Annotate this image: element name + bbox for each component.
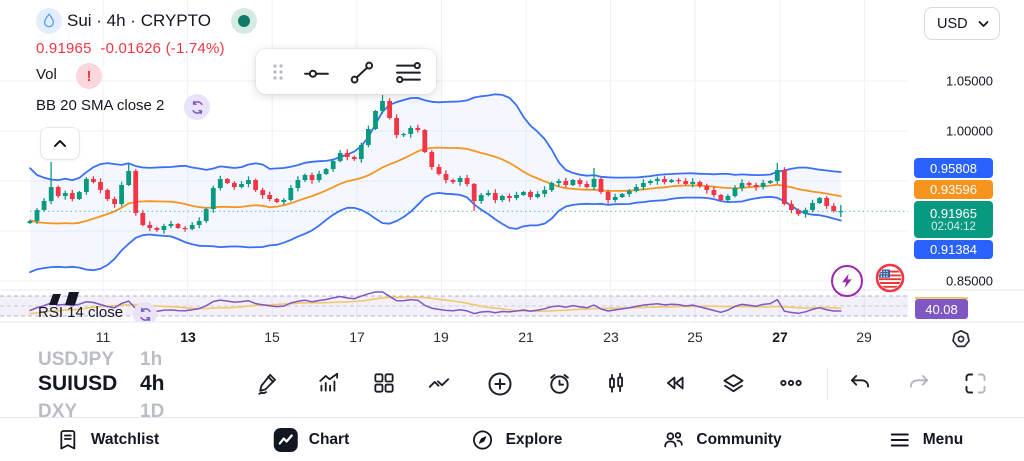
nav-item-chart[interactable]: Chart	[273, 427, 349, 453]
horizontal-line-tool[interactable]	[300, 57, 330, 87]
time-axis-label: 13	[180, 329, 196, 345]
price-change: -0.01626	[100, 40, 162, 57]
vol-warning-icon[interactable]: !	[76, 63, 102, 89]
bb-loading-icon[interactable]	[184, 94, 210, 120]
time-axis-label: 15	[264, 329, 280, 345]
collapse-legend-button[interactable]	[40, 127, 80, 160]
patterns-icon[interactable]	[426, 370, 456, 400]
lightning-bolt-icon	[842, 273, 852, 288]
picker-interval-4h[interactable]: 4h	[140, 372, 165, 395]
toolbar-divider	[827, 368, 828, 400]
picker-symbol-usdjpy[interactable]: USDJPY	[38, 351, 115, 370]
price-change-row: 0.91965 -0.01626 (-1.74%)	[36, 40, 225, 57]
nav-label: Chart	[308, 431, 350, 448]
community-icon	[660, 427, 686, 453]
replay-icon[interactable]	[662, 370, 692, 400]
instant-trading-icon[interactable]	[831, 265, 863, 297]
layers-icon[interactable]	[720, 370, 750, 400]
nav-item-community[interactable]: Community	[660, 427, 782, 453]
explore-icon	[470, 427, 496, 453]
rsi-indicator-label[interactable]: RSI 14 close	[38, 304, 124, 321]
rsi-legend-clip: RSI 14 close	[0, 291, 400, 322]
last-price: 0.91965	[36, 40, 92, 57]
chevron-down-icon	[978, 20, 989, 27]
candles-icon[interactable]	[603, 370, 633, 400]
vol-indicator-label[interactable]: Vol	[36, 66, 57, 83]
nav-label: Watchlist	[90, 431, 160, 448]
layout-grid-icon[interactable]	[371, 370, 401, 400]
picker-interval-1h[interactable]: 1h	[140, 351, 163, 370]
time-axis-label: 23	[603, 329, 619, 345]
nav-item-explore[interactable]: Explore	[470, 427, 563, 453]
time-axis-label: 29	[856, 329, 872, 345]
add-icon[interactable]	[486, 370, 516, 400]
draw-icon[interactable]	[255, 370, 285, 400]
chevron-up-icon	[54, 139, 66, 147]
watchlist-icon	[55, 427, 81, 453]
picker-interval-1d[interactable]: 1D	[140, 401, 165, 417]
time-axis-label: 17	[349, 329, 365, 345]
floating-drawing-toolbar	[256, 49, 436, 94]
time-axis-label: 27	[772, 329, 788, 345]
time-axis[interactable]: 11 13 15 17 19 21 23 25 27 29	[0, 322, 1024, 352]
chart-icon	[273, 427, 299, 453]
nav-label: Explore	[505, 431, 563, 448]
currency-selector[interactable]: USD	[924, 7, 1000, 40]
picker-symbol-suiusd[interactable]: SUIUSD	[38, 372, 118, 395]
symbol-title[interactable]: Sui · 4h · CRYPTO	[67, 11, 211, 30]
bb-indicator-label[interactable]: BB 20 SMA close 2	[36, 97, 165, 114]
redo-icon	[906, 370, 936, 400]
fib-retracement-tool[interactable]	[392, 57, 422, 87]
currency-label: USD	[937, 15, 968, 32]
market-status-icon	[231, 8, 257, 34]
menu-icon	[887, 427, 913, 453]
bottom-navigation: Watchlist Chart Explore Community Menu	[0, 417, 1024, 461]
alert-icon[interactable]	[546, 370, 576, 400]
axis-settings-icon[interactable]	[949, 327, 973, 351]
nav-label: Menu	[922, 431, 964, 448]
market-open-dot	[238, 15, 250, 27]
undo-icon[interactable]	[847, 370, 877, 400]
nav-item-watchlist[interactable]: Watchlist	[55, 427, 159, 453]
time-axis-label: 19	[433, 329, 449, 345]
nav-item-menu[interactable]: Menu	[887, 427, 963, 453]
trend-line-tool[interactable]	[346, 57, 376, 87]
time-axis-label: 21	[518, 329, 534, 345]
fullscreen-icon[interactable]	[962, 370, 992, 400]
time-axis-label: 11	[95, 329, 111, 345]
recent-drawing-tools	[300, 57, 422, 87]
rsi-loading-icon[interactable]	[133, 302, 157, 322]
economic-event-us-flag-icon[interactable]	[874, 262, 906, 294]
picker-symbol-dxy[interactable]: DXY	[38, 401, 78, 417]
drag-handle[interactable]	[270, 60, 286, 84]
nav-label: Community	[696, 431, 782, 448]
price-change-pct: (-1.74%)	[165, 40, 225, 57]
time-axis-label: 25	[687, 329, 703, 345]
sui-logo-icon	[36, 8, 62, 34]
more-icon[interactable]	[778, 370, 808, 400]
bottom-toolbar: USDJPY 1h SUIUSD 4h DXY 1D	[0, 351, 1024, 417]
indicators-icon[interactable]	[316, 370, 346, 400]
price-chart-canvas[interactable]	[0, 0, 1024, 352]
